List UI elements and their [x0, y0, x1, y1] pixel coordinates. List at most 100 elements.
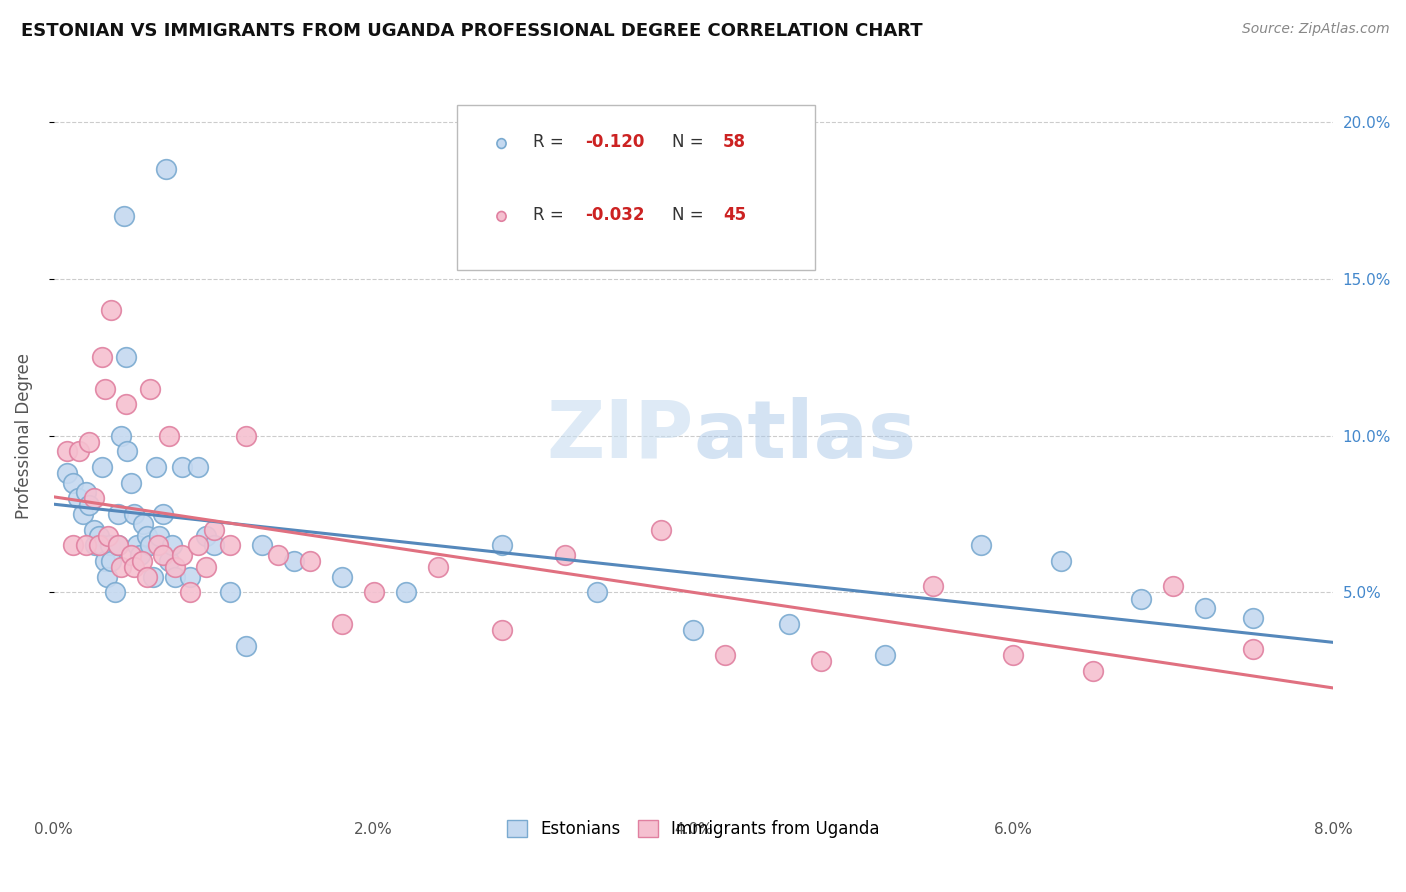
Point	[77, 435, 100, 450]
Point	[170, 460, 193, 475]
Point	[110, 428, 132, 442]
Point	[218, 538, 240, 552]
Point	[98, 538, 121, 552]
Point	[491, 538, 513, 552]
Point	[235, 428, 257, 442]
Point	[96, 570, 118, 584]
Point	[72, 507, 94, 521]
Point	[87, 538, 110, 552]
Y-axis label: Professional Degree: Professional Degree	[15, 352, 32, 519]
Point	[194, 560, 217, 574]
Point	[922, 579, 945, 593]
FancyBboxPatch shape	[457, 104, 815, 270]
Point	[87, 529, 110, 543]
Point	[810, 655, 832, 669]
Point	[55, 444, 77, 458]
Point	[97, 529, 120, 543]
Text: Source: ZipAtlas.com: Source: ZipAtlas.com	[1241, 22, 1389, 37]
Point	[152, 548, 174, 562]
Point	[298, 554, 321, 568]
Point	[83, 491, 105, 506]
Text: atlas: atlas	[693, 397, 917, 475]
Point	[120, 475, 142, 490]
Point	[135, 570, 157, 584]
Point	[67, 444, 90, 458]
Point	[107, 538, 129, 552]
Point	[194, 529, 217, 543]
Point	[100, 303, 122, 318]
Point	[146, 538, 169, 552]
Point	[83, 523, 105, 537]
Point	[202, 538, 225, 552]
Point	[110, 560, 132, 574]
Point	[114, 397, 136, 411]
Text: ESTONIAN VS IMMIGRANTS FROM UGANDA PROFESSIONAL DEGREE CORRELATION CHART: ESTONIAN VS IMMIGRANTS FROM UGANDA PROFE…	[21, 22, 922, 40]
Text: 45: 45	[723, 206, 747, 224]
Point	[330, 616, 353, 631]
Text: -0.032: -0.032	[585, 206, 644, 224]
Ellipse shape	[496, 211, 506, 221]
Text: R =: R =	[533, 206, 564, 224]
Point	[75, 538, 97, 552]
Text: -0.120: -0.120	[585, 133, 644, 151]
Point	[1050, 554, 1073, 568]
Point	[1241, 610, 1264, 624]
Point	[107, 538, 129, 552]
Point	[179, 585, 201, 599]
Point	[62, 538, 84, 552]
Point	[77, 498, 100, 512]
Point	[114, 351, 136, 365]
Point	[187, 538, 209, 552]
Point	[682, 623, 704, 637]
Point	[1130, 591, 1153, 606]
Point	[1241, 641, 1264, 656]
Point	[122, 507, 145, 521]
Point	[84, 538, 107, 552]
Point	[1161, 579, 1184, 593]
Point	[266, 548, 288, 562]
Point	[129, 548, 152, 562]
Point	[100, 554, 122, 568]
Point	[1194, 601, 1216, 615]
Point	[145, 460, 167, 475]
Point	[586, 585, 609, 599]
Point	[426, 560, 449, 574]
Point	[122, 560, 145, 574]
Point	[330, 570, 353, 584]
Point	[107, 507, 129, 521]
Point	[187, 460, 209, 475]
Point	[394, 585, 416, 599]
Point	[157, 428, 180, 442]
Point	[970, 538, 993, 552]
Point	[363, 585, 385, 599]
Point	[131, 554, 153, 568]
Text: ZIP: ZIP	[546, 397, 693, 475]
Point	[94, 382, 117, 396]
Point	[139, 382, 162, 396]
Point	[142, 570, 165, 584]
Ellipse shape	[496, 138, 506, 148]
Point	[170, 548, 193, 562]
Point	[165, 570, 187, 584]
Point	[148, 529, 170, 543]
Text: 58: 58	[723, 133, 745, 151]
Point	[132, 516, 155, 531]
Point	[90, 351, 112, 365]
Point	[714, 648, 737, 662]
Point	[75, 485, 97, 500]
Point	[155, 162, 177, 177]
Text: R =: R =	[533, 133, 564, 151]
Point	[875, 648, 897, 662]
Point	[90, 538, 112, 552]
Point	[94, 554, 117, 568]
Point	[250, 538, 273, 552]
Point	[283, 554, 305, 568]
Point	[66, 491, 89, 506]
Point	[235, 639, 257, 653]
Point	[165, 560, 187, 574]
Point	[491, 623, 513, 637]
Point	[160, 538, 183, 552]
Point	[90, 460, 112, 475]
Point	[120, 548, 142, 562]
Point	[778, 616, 800, 631]
